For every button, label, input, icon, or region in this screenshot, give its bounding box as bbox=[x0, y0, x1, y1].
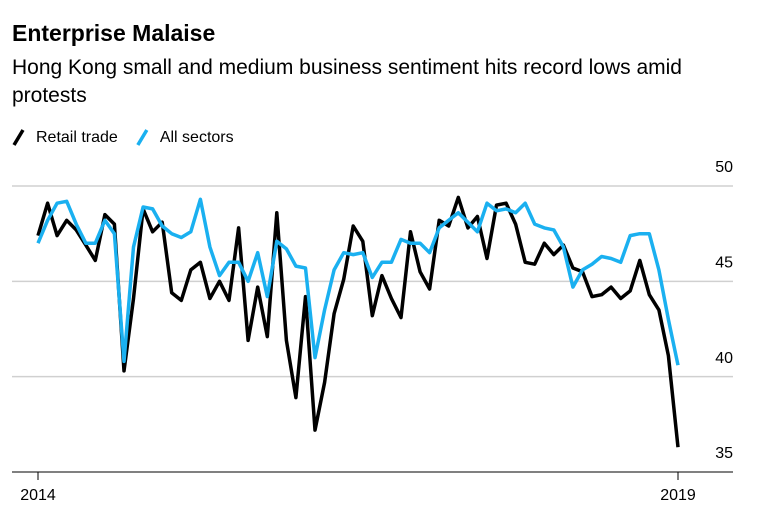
x-tick-label: 2019 bbox=[660, 487, 696, 504]
legend-label: Retail trade bbox=[36, 129, 118, 146]
chart-subtitle: Hong Kong small and medium business sent… bbox=[12, 56, 682, 107]
legend-swatch bbox=[12, 129, 25, 146]
legend-swatch bbox=[136, 129, 149, 146]
series-line bbox=[36, 195, 680, 448]
y-tick-label: 35 bbox=[715, 445, 733, 462]
chart-title: Enterprise Malaise bbox=[12, 20, 216, 46]
y-tick-label: 40 bbox=[715, 350, 733, 367]
y-tick-label: 45 bbox=[715, 255, 733, 272]
y-tick-label: 50 bbox=[715, 159, 733, 176]
legend-label: All sectors bbox=[160, 129, 234, 146]
x-tick-label: 2014 bbox=[20, 487, 56, 504]
series-line bbox=[36, 197, 680, 366]
